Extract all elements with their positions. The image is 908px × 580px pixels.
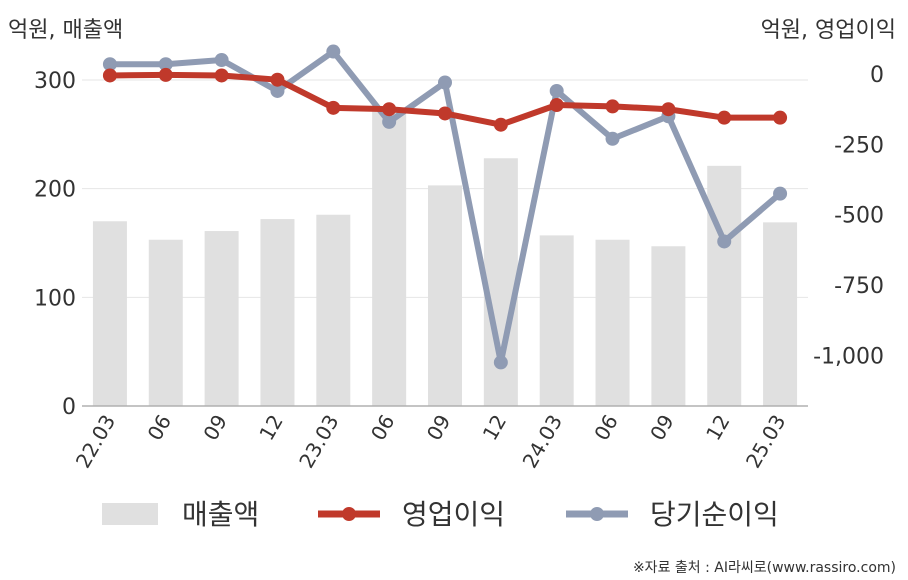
series-point xyxy=(773,110,788,125)
x-tick-label: 24.03 xyxy=(518,411,567,473)
right-tick-label: 0 xyxy=(870,63,884,88)
legend-label-net-income: 당기순이익 xyxy=(650,498,779,531)
right-tick-label: -1,000 xyxy=(813,344,884,369)
right-tick-label: -750 xyxy=(834,274,884,299)
right-tick-label: -500 xyxy=(834,204,884,229)
bar-sales xyxy=(595,239,630,406)
bar-sales xyxy=(707,165,742,406)
bar-sales xyxy=(260,219,295,406)
left-tick-label: 300 xyxy=(34,69,76,94)
x-tick-label: 09 xyxy=(645,411,679,445)
legend-label-operating-profit: 영업이익 xyxy=(402,498,505,531)
right-tick-label: -250 xyxy=(834,133,884,158)
series-point xyxy=(102,57,117,72)
x-axis-ticks: 22.03 06 09 12 23.03 06 09 12 24.03 06 09 12 25.03 xyxy=(71,411,791,473)
x-tick-label: 12 xyxy=(254,411,288,445)
left-axis-ticks: 0 100 200 300 xyxy=(34,69,76,420)
bar-sales xyxy=(148,239,183,406)
series-point xyxy=(382,114,397,129)
legend-swatch-sales xyxy=(102,503,158,525)
right-axis-unit: 억원, 영업이익 xyxy=(761,18,896,43)
right-axis-ticks: 0 -250 -500 -750 -1,000 xyxy=(813,63,884,369)
series-point xyxy=(326,100,341,115)
series-point xyxy=(493,117,508,132)
legend-marker-net-income xyxy=(590,507,604,521)
x-tick-label: 12 xyxy=(701,411,735,445)
series-point xyxy=(605,131,620,146)
series-point xyxy=(270,72,285,87)
series-point xyxy=(102,68,117,83)
x-tick-label: 06 xyxy=(143,411,177,445)
series-lines xyxy=(102,44,788,370)
bar-sales xyxy=(428,185,462,406)
series-point xyxy=(158,57,173,72)
x-tick-label: 09 xyxy=(422,411,456,445)
left-tick-label: 200 xyxy=(34,178,76,203)
x-tick-label: 06 xyxy=(366,411,400,445)
series-point xyxy=(717,234,732,249)
x-tick-label: 22.03 xyxy=(71,411,120,473)
source-note: ※자료 출처 : AI라씨로(www.rassiro.com) xyxy=(633,560,896,576)
series-point xyxy=(717,110,732,125)
series-point xyxy=(270,83,285,98)
bar-sales xyxy=(372,110,407,406)
series-point xyxy=(158,67,173,82)
series-point xyxy=(214,68,229,83)
left-tick-label: 100 xyxy=(34,286,76,311)
bar-sales xyxy=(92,221,127,406)
series-point xyxy=(493,355,508,370)
series-point xyxy=(605,99,620,114)
series-point xyxy=(773,186,788,201)
bar-sales xyxy=(539,235,574,406)
series-point xyxy=(661,102,676,117)
series-point xyxy=(382,102,397,117)
series-point xyxy=(214,53,229,67)
x-tick-label: 09 xyxy=(198,411,232,445)
bar-sales xyxy=(204,231,239,406)
x-tick-label: 12 xyxy=(478,411,512,445)
x-tick-label: 25.03 xyxy=(741,411,790,473)
legend-marker-operating-profit xyxy=(342,507,356,521)
series-point xyxy=(549,98,564,113)
bar-sales xyxy=(316,214,351,406)
left-tick-label: 0 xyxy=(62,395,76,420)
legend: 매출액 영업이익 당기순이익 xyxy=(102,498,779,531)
legend-label-sales: 매출액 xyxy=(182,498,259,531)
series-point xyxy=(438,75,452,90)
series-point xyxy=(438,106,452,121)
bar-sales xyxy=(763,222,798,406)
bar-sales xyxy=(651,246,686,406)
x-tick-label: 23.03 xyxy=(294,411,343,473)
series-point xyxy=(326,44,341,59)
left-axis-unit: 억원, 매출액 xyxy=(8,18,123,43)
bars xyxy=(92,110,798,406)
x-tick-label: 06 xyxy=(589,411,623,445)
series-point xyxy=(549,83,564,98)
